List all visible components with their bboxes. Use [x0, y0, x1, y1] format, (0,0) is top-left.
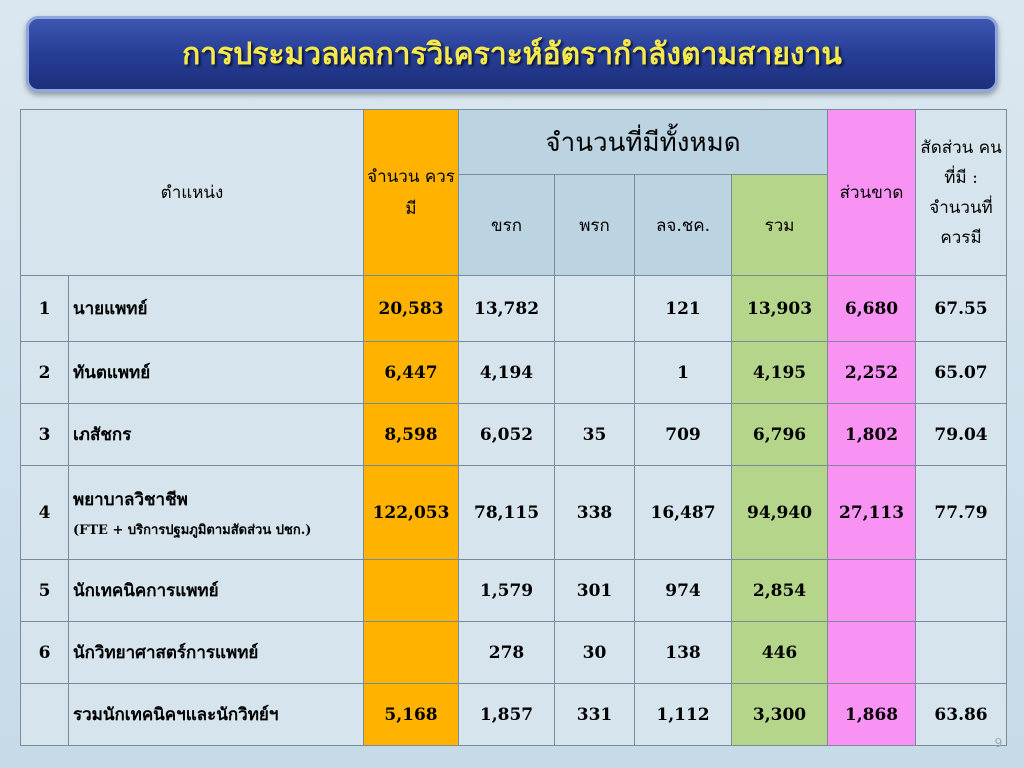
cell-shortage: 6,680: [827, 275, 917, 342]
cell-ratio: [915, 559, 1008, 622]
title-banner: การประมวลผลการวิเคราะห์อัตรากำลังตามสายง…: [26, 16, 998, 92]
table-row-total: รวมนักเทคนิคฯและนักวิทย์ฯ 5,168 1,857 33…: [20, 683, 1008, 746]
cell-employee: 16,487: [634, 465, 733, 560]
cell-required: 8,598: [363, 403, 460, 466]
cell-civil: 278: [458, 621, 556, 684]
header-sum: รวม: [731, 174, 829, 276]
row-position-note: (FTE + บริการปฐมภูมิตามสัดส่วน ปชก.): [73, 522, 312, 538]
cell-ratio: 65.07: [915, 341, 1008, 404]
cell-sum: 446: [731, 621, 829, 684]
cell-gov: [554, 275, 636, 342]
header-employee: ลจ.ชค.: [634, 174, 733, 276]
cell-sum: 94,940: [731, 465, 829, 560]
row-position: รวมนักเทคนิคฯและนักวิทย์ฯ: [67, 683, 365, 746]
cell-sum: 13,903: [731, 275, 829, 342]
cell-gov: 331: [554, 683, 636, 746]
row-position: นักเทคนิคการแพทย์: [67, 559, 365, 622]
cell-civil: 1,857: [458, 683, 556, 746]
cell-ratio: 67.55: [915, 275, 1008, 342]
header-required: จำนวน ควรมี: [363, 109, 460, 276]
row-number: 6: [20, 621, 69, 684]
row-position: ทันตแพทย์: [67, 341, 365, 404]
table-row: 3 เภสัชกร 8,598 6,052 35 709 6,796 1,802…: [20, 403, 1008, 466]
cell-employee: 1,112: [634, 683, 733, 746]
cell-sum: 6,796: [731, 403, 829, 466]
row-position: เภสัชกร: [67, 403, 365, 466]
table-row: 4 พยาบาลวิชาชีพ (FTE + บริการปฐมภูมิตามส…: [20, 465, 1008, 560]
page-title: การประมวลผลการวิเคราะห์อัตรากำลังตามสายง…: [182, 36, 842, 72]
table-row: 2 ทันตแพทย์ 6,447 4,194 1 4,195 2,252 65…: [20, 341, 1008, 404]
cell-shortage: [827, 621, 917, 684]
cell-gov: [554, 341, 636, 404]
cell-sum: 4,195: [731, 341, 829, 404]
cell-required: 20,583: [363, 275, 460, 342]
header-total-group: จำนวนที่มีทั้งหมด: [458, 109, 829, 175]
cell-civil: 78,115: [458, 465, 556, 560]
cell-civil: 6,052: [458, 403, 556, 466]
header-shortage: ส่วนขาด: [827, 109, 917, 276]
row-position: นักวิทยาศาสตร์การแพทย์: [67, 621, 365, 684]
cell-gov: 301: [554, 559, 636, 622]
cell-shortage: 2,252: [827, 341, 917, 404]
row-position-cell: พยาบาลวิชาชีพ (FTE + บริการปฐมภูมิตามสัด…: [67, 465, 365, 560]
row-number: 1: [20, 275, 69, 342]
cell-gov: 35: [554, 403, 636, 466]
workforce-table: ตำแหน่ง จำนวน ควรมี จำนวนที่มีทั้งหมด ส่…: [19, 109, 1008, 746]
row-position: พยาบาลวิชาชีพ: [73, 489, 188, 510]
cell-employee: 1: [634, 341, 733, 404]
cell-civil: 4,194: [458, 341, 556, 404]
cell-shortage: 27,113: [827, 465, 917, 560]
cell-required: [363, 559, 460, 622]
cell-required: [363, 621, 460, 684]
table-row: 5 นักเทคนิคการแพทย์ 1,579 301 974 2,854: [20, 559, 1008, 622]
header-position: ตำแหน่ง: [19, 109, 365, 276]
row-number: 4: [20, 465, 69, 560]
cell-employee: 121: [634, 275, 733, 342]
cell-employee: 974: [634, 559, 733, 622]
cell-ratio: 79.04: [915, 403, 1008, 466]
row-number: 5: [20, 559, 69, 622]
cell-gov: 30: [554, 621, 636, 684]
cell-ratio: 63.86: [915, 683, 1008, 746]
cell-employee: 138: [634, 621, 733, 684]
row-position: นายแพทย์: [67, 275, 365, 342]
table-row: 6 นักวิทยาศาสตร์การแพทย์ 278 30 138 446: [20, 621, 1008, 684]
cell-required: 6,447: [363, 341, 460, 404]
page-number: 9: [994, 735, 1002, 750]
cell-sum: 3,300: [731, 683, 829, 746]
cell-shortage: [827, 559, 917, 622]
row-number: [20, 683, 69, 746]
header-ratio: สัดส่วน คนที่มี : จำนวนที่ ควรมี: [915, 109, 1008, 276]
table-row: 1 นายแพทย์ 20,583 13,782 121 13,903 6,68…: [20, 275, 1008, 342]
cell-shortage: 1,868: [827, 683, 917, 746]
cell-civil: 1,579: [458, 559, 556, 622]
cell-gov: 338: [554, 465, 636, 560]
header-civil: ขรก: [458, 174, 556, 276]
cell-shortage: 1,802: [827, 403, 917, 466]
header-gov-employee: พรก: [554, 174, 636, 276]
cell-sum: 2,854: [731, 559, 829, 622]
row-number: 2: [20, 341, 69, 404]
cell-required: 122,053: [363, 465, 460, 560]
cell-ratio: [915, 621, 1008, 684]
cell-employee: 709: [634, 403, 733, 466]
cell-ratio: 77.79: [915, 465, 1008, 560]
row-number: 3: [20, 403, 69, 466]
cell-required: 5,168: [363, 683, 460, 746]
cell-civil: 13,782: [458, 275, 556, 342]
